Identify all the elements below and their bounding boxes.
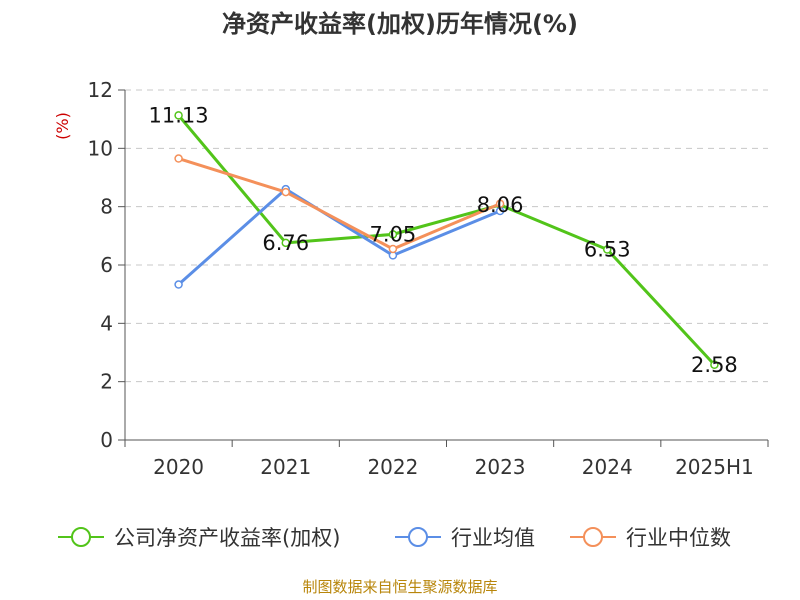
legend-label: 公司净资产收益率(加权) bbox=[114, 526, 340, 550]
grid-lines bbox=[125, 89, 768, 383]
data-point bbox=[174, 111, 183, 120]
legend-label: 行业均值 bbox=[451, 526, 535, 550]
data-point bbox=[495, 199, 505, 208]
x-tick-labels: 2020 2021 2022 2023 2024 2025H1 bbox=[153, 455, 754, 479]
data-point bbox=[174, 154, 183, 163]
y-tick-label: 8 bbox=[100, 195, 113, 219]
source-note: 制图数据来自恒生聚源数据库 bbox=[302, 578, 497, 596]
series-lines bbox=[174, 111, 719, 369]
x-tick-label: 2022 bbox=[367, 455, 418, 479]
y-tick-label: 2 bbox=[100, 370, 113, 394]
legend-marker bbox=[71, 527, 91, 547]
data-label: 2.58 bbox=[691, 353, 738, 377]
data-label: 6.76 bbox=[262, 231, 309, 255]
data-point bbox=[710, 360, 719, 369]
series-line-0 bbox=[177, 114, 716, 366]
series-line-2 bbox=[178, 157, 501, 251]
data-point bbox=[388, 244, 398, 254]
y-axis-unit: (%) bbox=[53, 112, 72, 140]
series-line-1 bbox=[177, 187, 501, 286]
y-tick-label: 6 bbox=[100, 253, 113, 277]
y-tick-label: 10 bbox=[88, 136, 113, 160]
data-point bbox=[388, 230, 398, 239]
legend-marker bbox=[583, 527, 603, 547]
y-tick-labels: 0 2 4 6 8 10 12 bbox=[88, 78, 113, 452]
data-point bbox=[281, 238, 290, 248]
data-point bbox=[174, 280, 183, 289]
x-tick-label: 2021 bbox=[260, 455, 311, 479]
y-tick-label: 4 bbox=[100, 311, 113, 335]
x-tick-label: 2023 bbox=[475, 455, 526, 479]
axes bbox=[118, 89, 769, 447]
data-label: 11.13 bbox=[149, 103, 209, 127]
data-point bbox=[281, 187, 290, 197]
data-label: 8.06 bbox=[477, 193, 524, 217]
data-label: 6.53 bbox=[584, 238, 631, 262]
legend: 公司净资产收益率(加权) 行业均值 行业中位数 bbox=[58, 526, 731, 550]
legend-label: 行业中位数 bbox=[626, 526, 731, 550]
data-labels: 11.13 6.76 7.05 8.06 6.53 2.58 bbox=[149, 103, 738, 376]
data-label: 7.05 bbox=[370, 222, 417, 246]
x-tick-label: 2020 bbox=[153, 455, 204, 479]
x-tick-label: 2025H1 bbox=[675, 455, 754, 479]
x-tick-label: 2024 bbox=[582, 455, 633, 479]
y-tick-label: 0 bbox=[100, 428, 113, 452]
data-point bbox=[603, 245, 612, 254]
y-tick-label: 12 bbox=[88, 78, 113, 102]
legend-marker bbox=[408, 527, 428, 547]
chart-title: 净资产收益率(加权)历年情况(%) bbox=[222, 10, 578, 38]
